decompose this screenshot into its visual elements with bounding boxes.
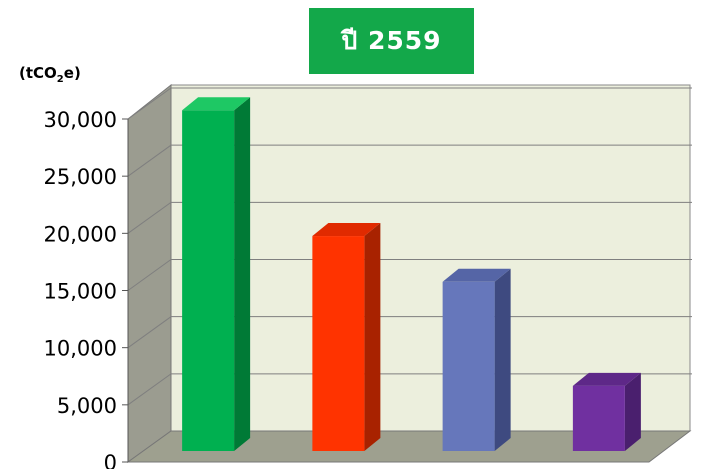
gridlines [127, 87, 692, 406]
y-tick-label: 0 [104, 451, 117, 469]
bar-top [182, 97, 251, 111]
gridline [127, 87, 692, 120]
bar-side [234, 97, 251, 451]
bar [182, 97, 251, 451]
chart-title: ปี 2559 [341, 26, 442, 55]
y-tick-label: 25,000 [44, 165, 117, 189]
gridline [127, 316, 692, 349]
bar [572, 372, 641, 451]
gridline [127, 144, 692, 177]
gridline [127, 373, 692, 406]
gridline [127, 201, 692, 234]
bar [442, 268, 511, 451]
y-tick-label: 30,000 [44, 108, 117, 132]
y-tick-label: 5,000 [57, 394, 117, 418]
bar [312, 223, 381, 451]
bar-top [572, 372, 641, 386]
bar-front [312, 236, 365, 451]
y-axis: 0 5,000 10,000 15,000 20,000 25,000 30,000 [44, 108, 129, 469]
chart-floor [126, 430, 692, 463]
bar-top [442, 268, 511, 282]
bars [182, 97, 641, 451]
gridline [127, 259, 692, 291]
bar-top [312, 223, 381, 237]
bar-side [624, 372, 641, 451]
y-tick-label: 20,000 [44, 222, 117, 246]
bar-front [182, 110, 235, 451]
bar-front [572, 385, 625, 451]
bar-front [442, 281, 495, 451]
chart-title-box: ปี 2559 [309, 8, 474, 74]
bar-side [494, 268, 511, 451]
y-axis-unit-label: (tCO2e) [19, 64, 81, 85]
y-tick-label: 15,000 [44, 280, 117, 304]
chart-side-wall [127, 83, 172, 463]
y-tick-label: 10,000 [44, 337, 117, 361]
bar-side [364, 223, 381, 451]
